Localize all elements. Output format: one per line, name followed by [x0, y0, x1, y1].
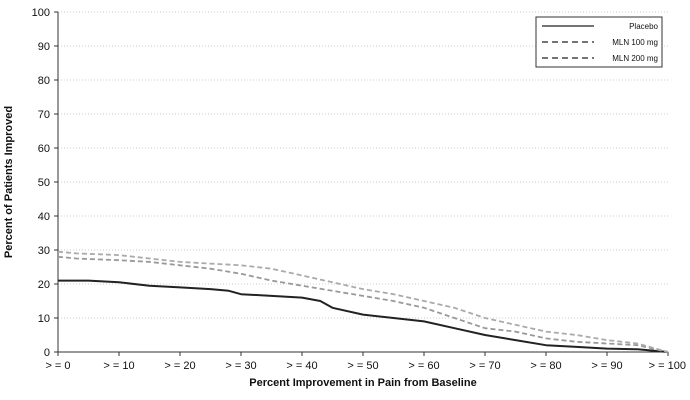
y-tick-label: 40 [38, 211, 50, 223]
x-tick-label: > = 90 [591, 360, 622, 372]
y-tick-label: 90 [38, 41, 50, 53]
y-tick-label: 20 [38, 279, 50, 291]
x-tick-labels: > = 0 > = 10 > = 20 > = 30 > = 40 > = 50 > = 6… [45, 352, 686, 372]
x-tick-label: > = 30 [225, 360, 256, 372]
chart-legend: Placebo MLN 100 mg MLN 200 mg [535, 16, 663, 68]
y-tick-label: 70 [38, 109, 50, 121]
x-tick-label: > = 60 [408, 360, 439, 372]
x-tick-label: > = 70 [469, 360, 500, 372]
legend-label: MLN 100 mg [612, 38, 658, 47]
y-tick-label: 50 [38, 177, 50, 189]
x-tick-label: > = 0 [45, 360, 70, 372]
series-line-placebo [58, 279, 669, 353]
x-tick-label: > = 100 [649, 360, 686, 372]
x-tick-label: > = 20 [164, 360, 195, 372]
x-tick-label: > = 50 [347, 360, 378, 372]
chart-series [57, 250, 669, 353]
x-tick-label: > = 40 [286, 360, 317, 372]
y-tick-label: 0 [44, 347, 50, 359]
legend-label: Placebo [629, 22, 658, 31]
y-tick-label: 60 [38, 143, 50, 155]
y-tick-labels: 0 10 20 30 40 50 60 70 80 90 100 [32, 7, 58, 359]
series-line-mln-100-mg [57, 255, 669, 353]
x-tick-label: > = 80 [530, 360, 561, 372]
x-tick-label: > = 10 [103, 360, 134, 372]
series-line-mln-200-mg [57, 250, 669, 353]
x-axis-title: Percent Improvement in Pain from Baselin… [249, 377, 476, 389]
y-tick-label: 10 [38, 313, 50, 325]
y-tick-label: 100 [32, 7, 50, 19]
legend-label: MLN 200 mg [612, 54, 658, 63]
y-tick-label: 30 [38, 245, 50, 257]
y-axis-title: Percent of Patients Improved [3, 106, 15, 258]
y-tick-label: 80 [38, 75, 50, 87]
